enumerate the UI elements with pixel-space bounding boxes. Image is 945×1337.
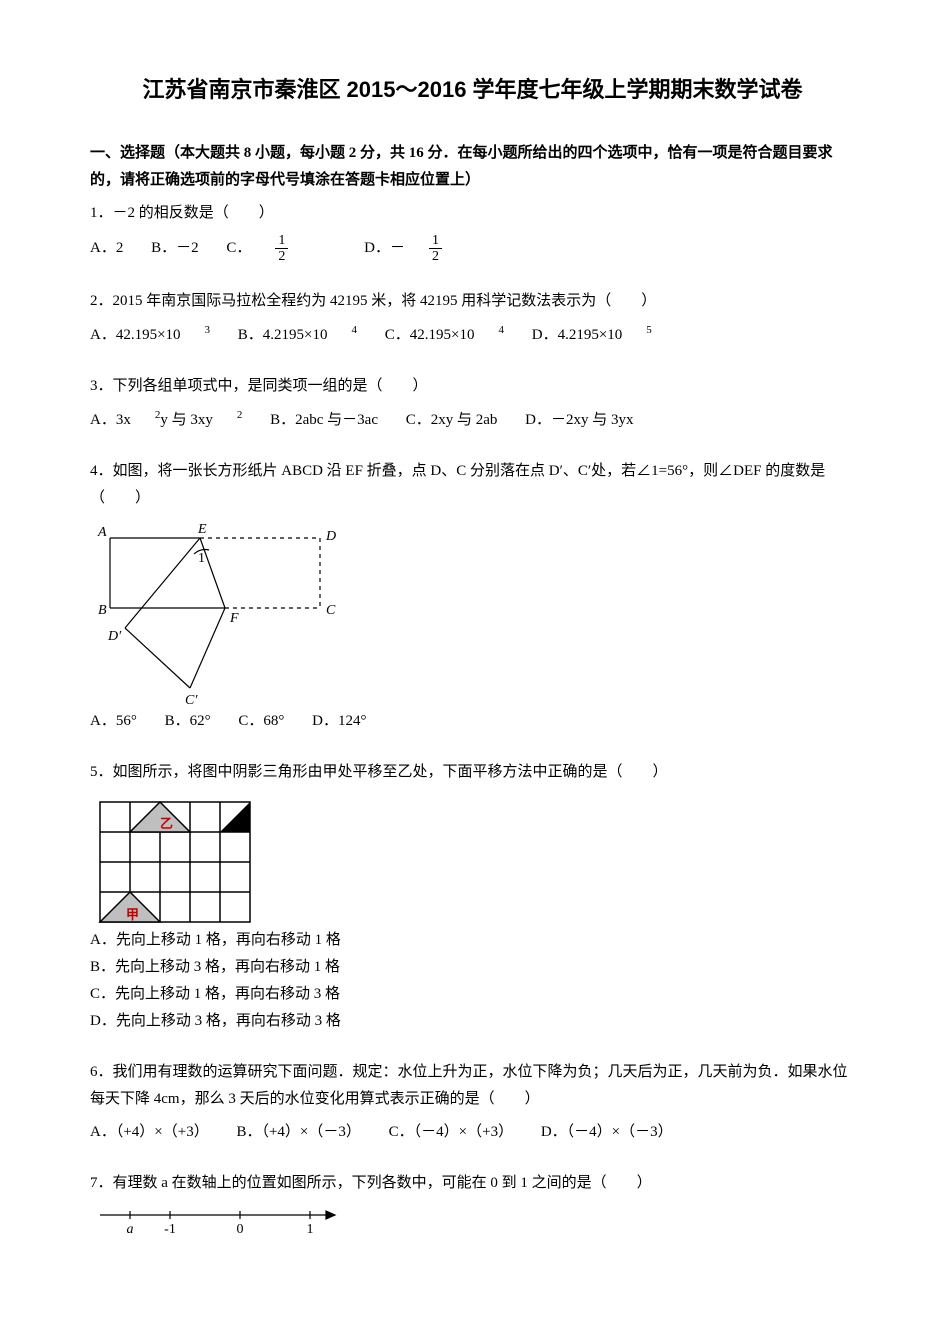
section-heading: 一、选择题（本大题共 8 小题，每小题 2 分，共 16 分．在每小题所给出的四… bbox=[90, 140, 855, 194]
q2-opt-c: C．42.195×10 4 bbox=[385, 327, 504, 343]
label-Dprime: D′ bbox=[107, 629, 122, 644]
q4-figure: A E D B F C D′ C′ 1 bbox=[90, 518, 350, 708]
numerator: 1 bbox=[429, 233, 442, 249]
exponent: 4 bbox=[498, 324, 504, 336]
exponent: 4 bbox=[352, 324, 358, 336]
q1-d-prefix: D．－ bbox=[364, 240, 405, 256]
label-B: B bbox=[98, 603, 107, 618]
q7-figure: a -1 0 1 bbox=[90, 1203, 350, 1243]
opt-text: C．42.195×10 bbox=[385, 327, 475, 343]
label-one: 1 bbox=[307, 1222, 314, 1237]
q4-opt-d: D．124° bbox=[312, 713, 366, 729]
q2-options: A．42.195×10 3 B．4.2195×10 4 C．42.195×10 4 D… bbox=[90, 321, 855, 349]
opt-text: A．3x bbox=[90, 412, 131, 428]
q2-opt-a: A．42.195×10 3 bbox=[90, 327, 210, 343]
fraction: 12 bbox=[275, 233, 312, 265]
q4-stem: 4．如图，将一张长方形纸片 ABCD 沿 EF 折叠，点 D、C 分别落在点 D… bbox=[90, 458, 855, 512]
q3-stem: 3．下列各组单项式中，是同类项一组的是（ ） bbox=[90, 373, 855, 400]
opt-text: B．4.2195×10 bbox=[238, 327, 328, 343]
q6-options: A．（+4）×（+3） B．（+4）×（－3） C．（－4）×（+3） D．（－… bbox=[90, 1119, 855, 1146]
opt-text: D．4.2195×10 bbox=[532, 327, 623, 343]
q5-opt-c: C．先向上移动 1 格，再向右移动 3 格 bbox=[90, 981, 855, 1008]
q5-opt-a: A．先向上移动 1 格，再向右移动 1 格 bbox=[90, 927, 855, 954]
exponent: 5 bbox=[646, 324, 652, 336]
opt-text: A．42.195×10 bbox=[90, 327, 181, 343]
q4-opt-b: B．62° bbox=[165, 713, 211, 729]
label-minus1: -1 bbox=[164, 1222, 176, 1237]
label-Cprime: C′ bbox=[185, 693, 198, 708]
q3-opt-a: A．3x2y 与 3xy2 bbox=[90, 412, 242, 428]
numerator: 1 bbox=[275, 233, 288, 249]
q4-opt-c: C．68° bbox=[238, 713, 284, 729]
q2-opt-b: B．4.2195×10 4 bbox=[238, 327, 357, 343]
q1-stem: 1．－2 的相反数是（ ） bbox=[90, 200, 855, 227]
q5-opt-d: D．先向上移动 3 格，再向右移动 3 格 bbox=[90, 1008, 855, 1035]
label-A: A bbox=[97, 525, 107, 540]
q6-opt-a: A．（+4）×（+3） bbox=[90, 1124, 209, 1140]
denominator: 2 bbox=[275, 249, 288, 264]
fraction: 12 bbox=[429, 233, 466, 265]
label-F: F bbox=[229, 611, 239, 626]
label-E: E bbox=[197, 522, 207, 537]
q7-stem: 7．有理数 a 在数轴上的位置如图所示，下列各数中，可能在 0 到 1 之间的是… bbox=[90, 1170, 855, 1197]
q3-options: A．3x2y 与 3xy2 B．2abc 与－3ac C．2xy 与 2ab D… bbox=[90, 406, 855, 434]
q5-figure: 乙 甲 bbox=[90, 792, 255, 927]
exponent: 3 bbox=[205, 324, 211, 336]
q4-options: A．56° B．62° C．68° D．124° bbox=[90, 708, 855, 735]
q4-opt-a: A．56° bbox=[90, 713, 137, 729]
label-a: a bbox=[127, 1222, 134, 1237]
label-D: D bbox=[325, 529, 336, 544]
q5-opt-b: B．先向上移动 3 格，再向右移动 1 格 bbox=[90, 954, 855, 981]
q2-opt-d: D．4.2195×10 5 bbox=[532, 327, 652, 343]
q6-opt-d: D．（－4）×（－3） bbox=[541, 1124, 673, 1140]
q1-opt-c: C．12 bbox=[226, 240, 336, 256]
q6-opt-b: B．（+4）×（－3） bbox=[236, 1124, 360, 1140]
q3-opt-b: B．2abc 与－3ac bbox=[270, 412, 378, 428]
label-jia: 甲 bbox=[126, 907, 139, 922]
label-angle1: 1 bbox=[198, 551, 205, 566]
q1-opt-d: D．－12 bbox=[364, 240, 490, 256]
q1-opt-b: B．－2 bbox=[151, 240, 199, 256]
page-title: 江苏省南京市秦淮区 2015～2016 学年度七年级上学期期末数学试卷 bbox=[90, 70, 855, 110]
label-yi: 乙 bbox=[160, 816, 173, 831]
q1-c-prefix: C． bbox=[226, 240, 251, 256]
q3-opt-c: C．2xy 与 2ab bbox=[406, 412, 498, 428]
denominator: 2 bbox=[429, 249, 442, 264]
q3-opt-d: D．－2xy 与 3yx bbox=[525, 412, 633, 428]
exponent: 2 bbox=[237, 409, 243, 421]
q1-options: A．2 B．－2 C．12 D．－12 bbox=[90, 233, 855, 265]
label-zero: 0 bbox=[237, 1222, 244, 1237]
q1-opt-a: A．2 bbox=[90, 240, 123, 256]
q5-stem: 5．如图所示，将图中阴影三角形由甲处平移至乙处，下面平移方法中正确的是（ ） bbox=[90, 759, 855, 786]
opt-text: y 与 3xy bbox=[160, 412, 213, 428]
label-C: C bbox=[326, 603, 336, 618]
q2-stem: 2．2015 年南京国际马拉松全程约为 42195 米，将 42195 用科学记… bbox=[90, 288, 855, 315]
q6-opt-c: C．（－4）×（+3） bbox=[389, 1124, 513, 1140]
q6-stem: 6．我们用有理数的运算研究下面问题．规定：水位上升为正，水位下降为负；几天后为正… bbox=[90, 1059, 855, 1113]
